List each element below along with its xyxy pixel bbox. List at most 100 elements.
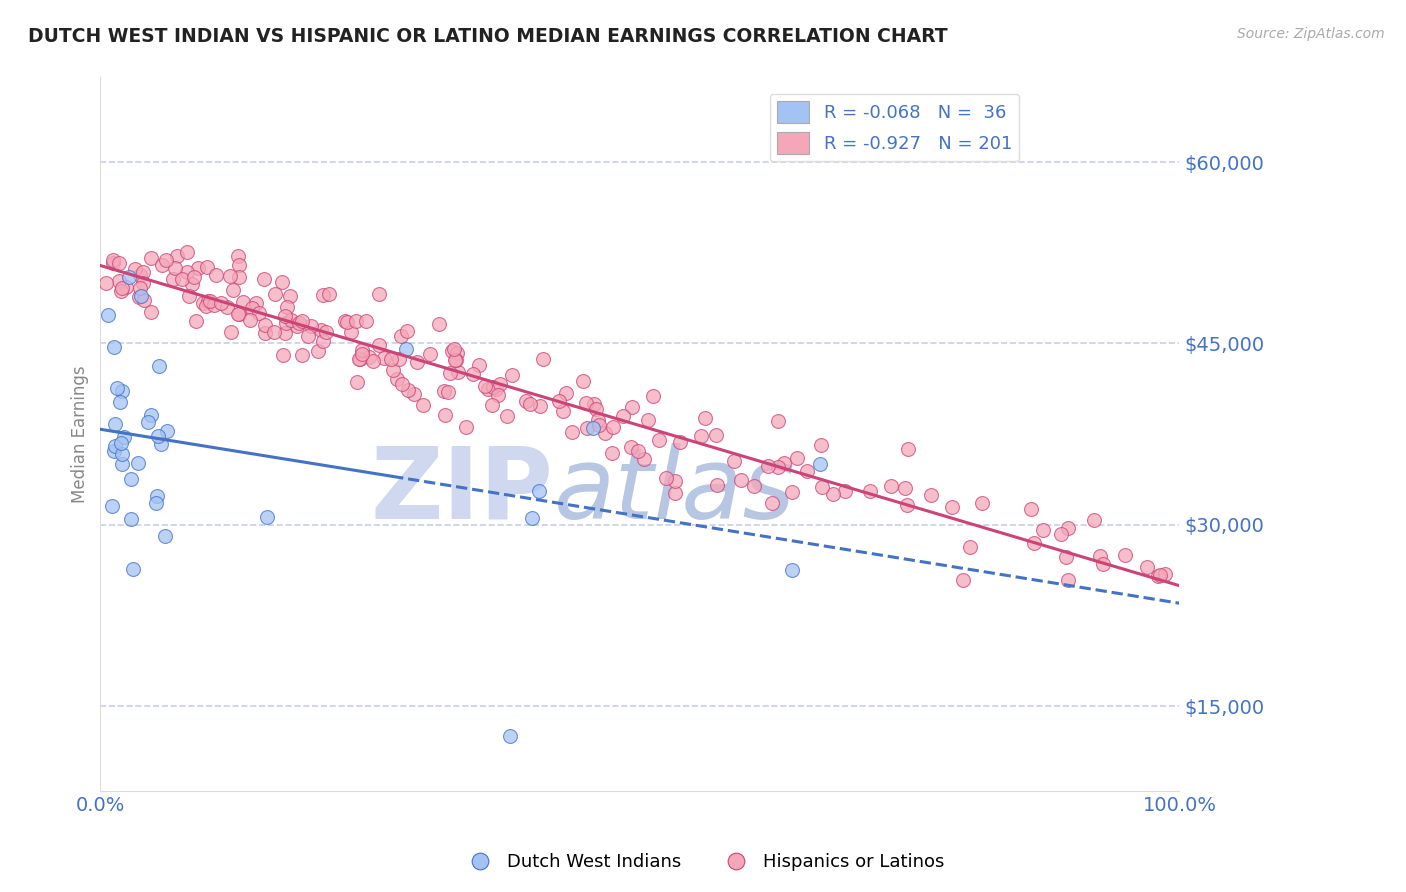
- Point: [522, 511, 544, 525]
- Point: [641, 389, 664, 403]
- Point: [228, 307, 250, 321]
- Point: [952, 573, 974, 587]
- Point: [612, 409, 634, 423]
- Point: [299, 318, 322, 333]
- Point: [96, 277, 118, 291]
- Point: [114, 279, 136, 293]
- Point: [165, 261, 187, 276]
- Point: [274, 326, 297, 340]
- Point: [285, 318, 308, 333]
- Point: [527, 483, 550, 498]
- Point: [664, 486, 686, 500]
- Point: [655, 471, 678, 485]
- Point: [146, 489, 169, 503]
- Point: [586, 413, 609, 427]
- Point: [531, 352, 554, 367]
- Point: [228, 269, 250, 284]
- Point: [197, 294, 219, 309]
- Point: [112, 430, 135, 444]
- Point: [264, 287, 287, 301]
- Point: [693, 411, 716, 425]
- Point: [218, 268, 240, 283]
- Text: ZIP: ZIP: [371, 442, 554, 540]
- Point: [706, 478, 728, 492]
- Point: [340, 325, 363, 339]
- Text: atlas: atlas: [554, 442, 796, 540]
- Point: [297, 328, 319, 343]
- Point: [419, 347, 441, 361]
- Point: [103, 340, 125, 354]
- Point: [387, 372, 409, 386]
- Point: [920, 488, 942, 502]
- Point: [367, 338, 389, 352]
- Point: [205, 268, 228, 283]
- Point: [1024, 536, 1046, 550]
- Point: [796, 464, 818, 478]
- Point: [128, 268, 150, 283]
- Point: [395, 342, 418, 356]
- Text: Source: ZipAtlas.com: Source: ZipAtlas.com: [1237, 27, 1385, 41]
- Point: [105, 381, 128, 395]
- Point: [104, 417, 127, 431]
- Point: [859, 483, 882, 498]
- Point: [350, 347, 373, 361]
- Point: [1114, 548, 1136, 562]
- Point: [183, 270, 205, 285]
- Point: [447, 366, 470, 380]
- Point: [120, 512, 142, 526]
- Point: [585, 402, 607, 417]
- Point: [488, 388, 510, 402]
- Point: [780, 484, 803, 499]
- Point: [515, 393, 537, 408]
- Point: [139, 251, 162, 265]
- Point: [97, 308, 120, 322]
- Point: [434, 409, 457, 423]
- Point: [548, 393, 571, 408]
- Point: [463, 368, 485, 382]
- Point: [647, 433, 669, 447]
- Point: [222, 284, 245, 298]
- Point: [704, 427, 727, 442]
- Point: [110, 284, 132, 298]
- Point: [120, 472, 142, 486]
- Point: [111, 281, 134, 295]
- Point: [274, 310, 297, 324]
- Point: [155, 529, 177, 543]
- Point: [880, 479, 903, 493]
- Point: [335, 314, 357, 328]
- Point: [823, 487, 845, 501]
- Point: [349, 352, 371, 367]
- Point: [166, 249, 188, 263]
- Point: [291, 348, 314, 362]
- Point: [271, 348, 294, 362]
- Point: [742, 479, 765, 493]
- Point: [191, 296, 214, 310]
- Point: [152, 258, 174, 272]
- Point: [1149, 568, 1171, 582]
- Point: [427, 318, 450, 332]
- Point: [110, 384, 132, 398]
- Point: [834, 484, 856, 499]
- Point: [104, 439, 127, 453]
- Point: [582, 421, 605, 435]
- Point: [811, 480, 834, 494]
- Point: [446, 345, 468, 359]
- Point: [247, 306, 270, 320]
- Legend: R = -0.068   N =  36, R = -0.927   N = 201: R = -0.068 N = 36, R = -0.927 N = 201: [769, 94, 1019, 161]
- Point: [134, 293, 156, 307]
- Point: [110, 395, 132, 409]
- Point: [111, 447, 134, 461]
- Point: [228, 258, 250, 272]
- Point: [627, 444, 650, 458]
- Point: [240, 301, 263, 315]
- Point: [482, 380, 505, 394]
- Point: [730, 473, 752, 487]
- Point: [773, 456, 796, 470]
- Point: [149, 437, 172, 451]
- Point: [344, 314, 367, 328]
- Point: [1154, 566, 1177, 581]
- Point: [396, 383, 419, 397]
- Point: [127, 456, 149, 470]
- Point: [111, 457, 134, 471]
- Point: [723, 454, 745, 468]
